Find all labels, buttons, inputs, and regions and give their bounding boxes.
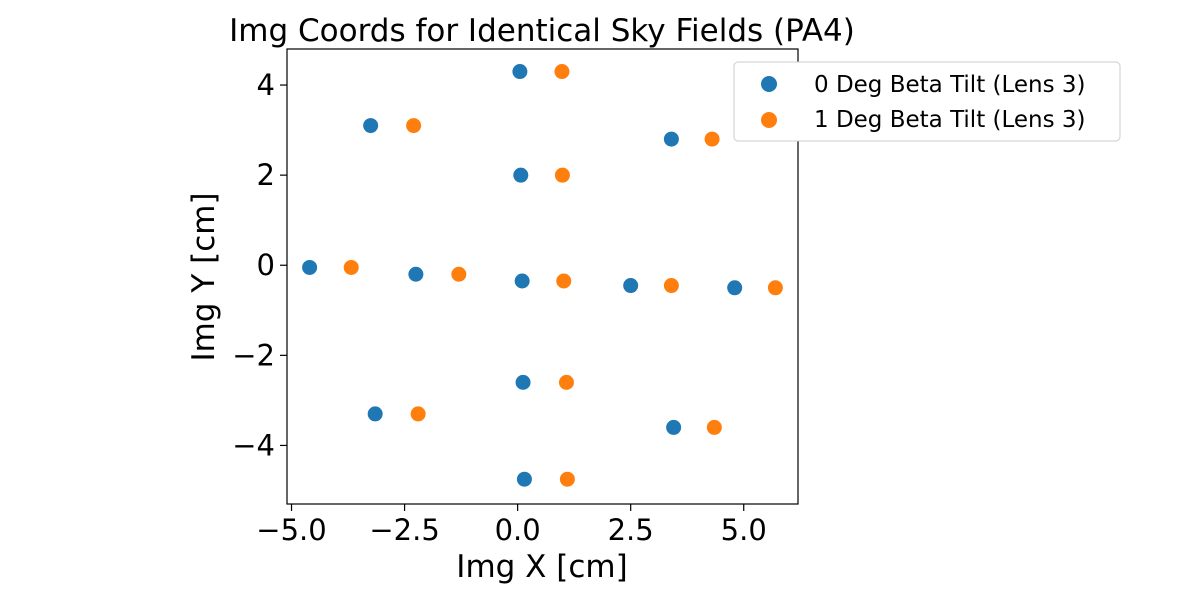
legend-label-series-0: 0 Deg Beta Tilt (Lens 3) xyxy=(814,72,1086,98)
data-point-series-0 xyxy=(727,280,743,296)
legend-box xyxy=(733,61,1121,142)
y-tick-label: 2 xyxy=(257,158,275,192)
data-point-series-0 xyxy=(666,419,682,435)
data-point-series-1 xyxy=(554,64,570,80)
data-point-series-1 xyxy=(554,167,570,183)
data-point-series-0 xyxy=(623,278,639,294)
data-point-series-0 xyxy=(663,131,679,147)
data-point-series-0 xyxy=(512,64,528,80)
data-point-series-0 xyxy=(513,167,529,183)
data-point-series-0 xyxy=(408,266,424,282)
data-point-series-0 xyxy=(367,406,383,422)
data-point-series-0 xyxy=(516,471,532,487)
x-tick-label: −2.5 xyxy=(369,513,439,547)
data-point-series-1 xyxy=(704,131,720,147)
x-axis-label: Img X [cm] xyxy=(456,549,627,585)
data-point-series-0 xyxy=(302,259,318,275)
data-point-series-1 xyxy=(343,259,359,275)
y-axis-ticks: −4 −2 0 2 4 xyxy=(232,68,287,462)
data-point-series-1 xyxy=(556,273,572,289)
data-point-series-0 xyxy=(363,118,379,134)
x-tick-label: 5.0 xyxy=(721,513,767,547)
y-tick-label: −4 xyxy=(232,428,275,462)
legend: 0 Deg Beta Tilt (Lens 3) 1 Deg Beta Tilt… xyxy=(733,61,1121,142)
legend-label-series-1: 1 Deg Beta Tilt (Lens 3) xyxy=(814,107,1086,133)
legend-marker-series-1 xyxy=(761,112,777,128)
data-point-series-1 xyxy=(663,278,679,294)
x-tick-label: 2.5 xyxy=(608,513,654,547)
data-point-series-1 xyxy=(559,471,575,487)
y-axis-label: Img Y [cm] xyxy=(186,192,222,361)
x-tick-label: −5.0 xyxy=(256,513,326,547)
data-point-series-1 xyxy=(767,280,783,296)
data-points xyxy=(302,64,783,487)
plot-frame xyxy=(286,48,799,505)
data-point-series-1 xyxy=(451,266,467,282)
data-point-series-1 xyxy=(706,419,722,435)
data-point-series-1 xyxy=(410,406,426,422)
data-point-series-1 xyxy=(558,374,574,390)
y-tick-label: 4 xyxy=(257,68,275,102)
legend-marker-series-0 xyxy=(761,76,777,92)
x-tick-label: 0.0 xyxy=(495,513,541,547)
data-point-series-0 xyxy=(515,374,531,390)
chart-title: Img Coords for Identical Sky Fields (PA4… xyxy=(229,13,855,49)
y-tick-label: −2 xyxy=(232,338,275,372)
data-point-series-0 xyxy=(514,273,530,289)
data-point-series-1 xyxy=(406,118,422,134)
y-tick-label: 0 xyxy=(257,248,275,282)
x-axis-ticks: −5.0 −2.5 0.0 2.5 5.0 xyxy=(256,504,767,547)
